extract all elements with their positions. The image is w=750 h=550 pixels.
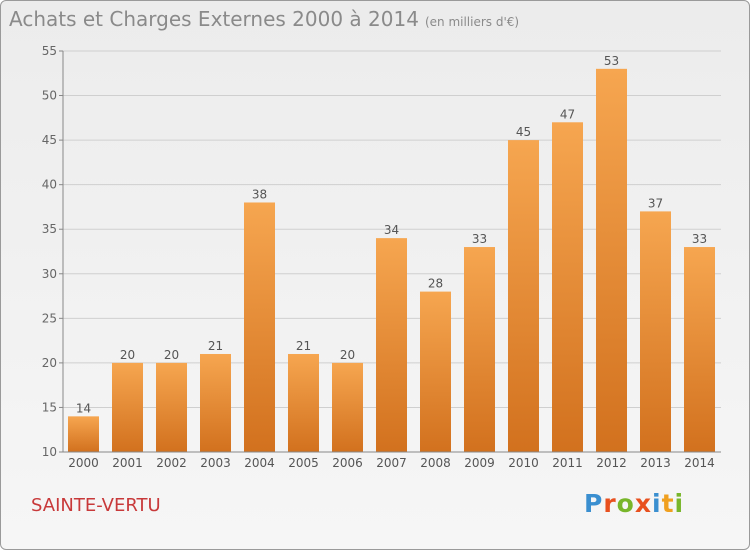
y-tick-label: 20: [42, 356, 57, 370]
bar: [420, 291, 451, 452]
data-label: 45: [516, 125, 531, 139]
data-label: 38: [252, 187, 267, 201]
proxiti-logo[interactable]: Proxiti: [584, 489, 684, 518]
data-label: 37: [648, 196, 663, 210]
x-tick-label: 2004: [244, 456, 275, 470]
bar: [68, 416, 99, 452]
bar: [200, 353, 231, 452]
bar: [552, 122, 583, 453]
bar: [244, 202, 275, 452]
data-label: 28: [428, 277, 443, 291]
logo-letter: x: [634, 489, 652, 518]
logo-letter: i: [674, 489, 685, 518]
x-tick-label: 2009: [464, 456, 495, 470]
logo-letter: i: [652, 489, 662, 518]
data-label: 47: [560, 107, 575, 121]
x-tick-label: 2010: [508, 456, 539, 470]
bar: [508, 140, 539, 452]
bar: [376, 238, 407, 452]
data-label: 20: [120, 348, 135, 362]
y-tick-label: 55: [42, 44, 57, 58]
data-label: 33: [472, 232, 487, 246]
x-tick-label: 2007: [376, 456, 407, 470]
bar: [596, 68, 627, 453]
bar: [640, 211, 671, 452]
bar: [332, 362, 363, 452]
y-tick-label: 35: [42, 222, 57, 236]
x-tick-label: 2001: [112, 456, 143, 470]
data-label: 34: [384, 223, 399, 237]
data-label: 53: [604, 54, 619, 68]
x-tick-label: 2008: [420, 456, 451, 470]
logo-letter: r: [603, 489, 617, 518]
y-tick-label: 10: [42, 445, 57, 459]
x-tick-label: 2000: [68, 456, 99, 470]
logo-letter: t: [661, 489, 675, 518]
x-tick-label: 2003: [200, 456, 231, 470]
logo-letter: P: [584, 489, 604, 518]
y-axis: 10 15 20 25 30 35 40 45 50 55: [42, 44, 64, 459]
chart-title: Achats et Charges Externes 2000 à 2014 (e…: [9, 7, 519, 31]
x-tick-label: 2006: [332, 456, 363, 470]
x-tick-label: 2011: [552, 456, 583, 470]
data-label: 33: [692, 232, 707, 246]
data-label: 21: [296, 339, 311, 353]
bar: [156, 362, 187, 452]
y-tick-label: 30: [42, 267, 57, 281]
x-tick-label: 2005: [288, 456, 319, 470]
data-label: 14: [76, 401, 91, 415]
x-tick-label: 2014: [684, 456, 715, 470]
title-text: Achats et Charges Externes 2000 à 2014: [9, 7, 419, 31]
y-tick-label: 45: [42, 133, 57, 147]
logo-letter: o: [616, 489, 635, 518]
bar: [684, 247, 715, 452]
x-tick-label: 2002: [156, 456, 187, 470]
bars: 14 20 20 21 38 21 20 34 28 33 45 47 53 37 33: [68, 54, 715, 453]
x-tick-label: 2012: [596, 456, 627, 470]
bar: [464, 247, 495, 452]
bar: [288, 353, 319, 452]
x-tick-label: 2013: [640, 456, 671, 470]
y-tick-label: 15: [42, 400, 57, 414]
data-label: 21: [208, 339, 223, 353]
title-unit: (en milliers d'€): [424, 15, 520, 29]
bar: [112, 362, 143, 452]
x-axis: 2000 2001 2002 2003 2004 2005 2006 2007 2008 2009…: [63, 451, 721, 470]
y-tick-label: 40: [42, 178, 57, 192]
data-label: 20: [164, 348, 179, 362]
y-tick-label: 25: [42, 311, 57, 325]
data-label: 20: [340, 348, 355, 362]
y-tick-label: 50: [42, 89, 57, 103]
place-name: SAINTE-VERTU: [31, 495, 161, 516]
